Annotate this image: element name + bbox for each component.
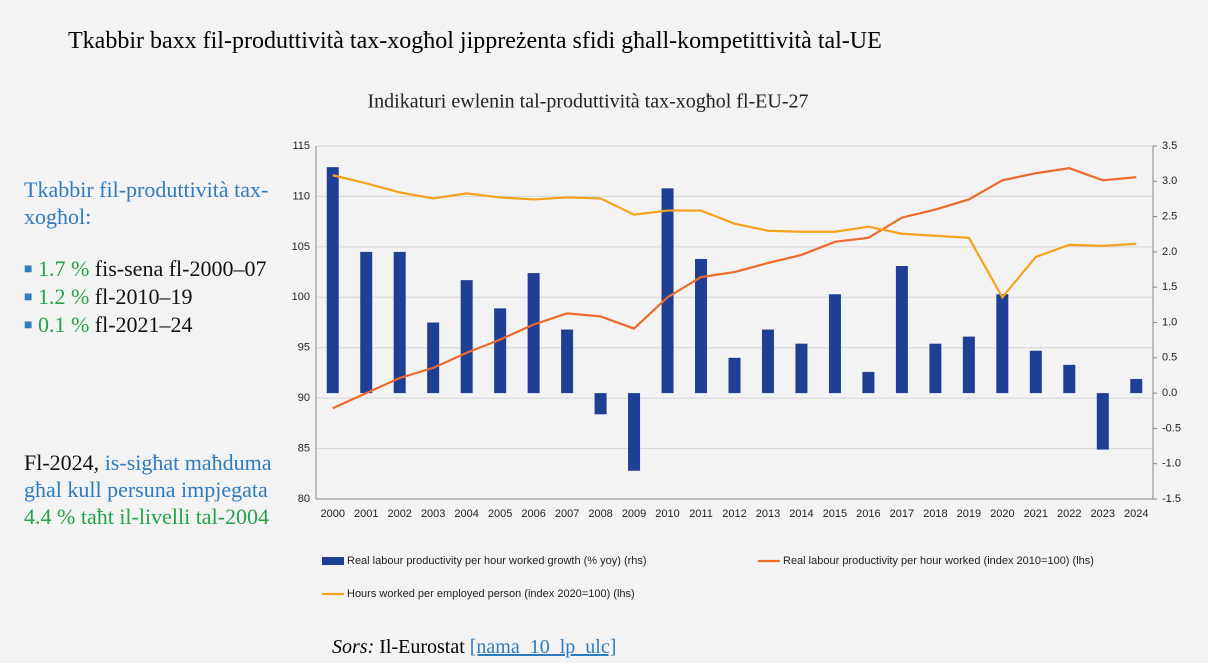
line: [332, 167, 1137, 410]
bar: [393, 251, 406, 394]
y-tick-label: 80: [298, 493, 310, 505]
bar: [527, 273, 540, 394]
bar: [795, 343, 808, 394]
x-tick-label: 2011: [689, 508, 713, 520]
y-tick-label: 105: [292, 241, 310, 253]
bullet-text: fl-2021–24: [94, 312, 193, 337]
y2-tick-label: 1.5: [1162, 281, 1177, 293]
bullet: ■ 1.2 % fl-2010–19: [24, 284, 193, 309]
bar: [326, 167, 339, 394]
bar: [895, 266, 908, 394]
bar: [561, 329, 574, 394]
x-tick-label: 2016: [856, 508, 880, 520]
y2-tick-label: -1.0: [1162, 458, 1181, 470]
x-tick-label: 2007: [555, 508, 579, 520]
bullet: ■ 1.7 % fis-sena fl-2000–07: [24, 256, 267, 281]
bullet: ■ 0.1 % fl-2021–24: [24, 312, 193, 337]
bullet-text: fl-2010–19: [94, 284, 193, 309]
x-tick-label: 2021: [1024, 508, 1048, 520]
legend-label: Real labour productivity per hour worked…: [783, 555, 1094, 567]
x-tick-label: 2014: [789, 508, 813, 520]
y2-tick-label: 2.5: [1162, 211, 1177, 223]
chart-title: Indikaturi ewlenin tal-produttività tax-…: [368, 91, 809, 113]
bullet-value: 0.1 %: [37, 312, 90, 337]
side-heading: Tkabbir fil-produttività tax-xogħol:: [24, 177, 269, 229]
legend-label: Hours worked per employed person (index …: [347, 588, 635, 600]
bar: [594, 393, 607, 415]
source-link[interactable]: [nama_10_lp_ulc]: [469, 636, 617, 658]
x-tick-label: 2024: [1124, 508, 1148, 520]
y2-tick-label: 3.5: [1162, 140, 1177, 152]
bar: [929, 343, 942, 394]
line: [332, 174, 1137, 300]
x-tick-label: 2015: [823, 508, 847, 520]
x-tick-label: 2022: [1057, 508, 1081, 520]
y2-tick-label: 0.0: [1162, 387, 1177, 399]
y2-tick-label: -0.5: [1162, 422, 1181, 434]
bar: [695, 258, 708, 394]
x-tick-label: 2000: [320, 508, 344, 520]
y-tick-label: 100: [292, 291, 310, 303]
bar: [1130, 378, 1143, 394]
x-tick-label: 2010: [655, 508, 679, 520]
x-tick-label: 2009: [622, 508, 646, 520]
x-tick-label: 2020: [990, 508, 1014, 520]
bar: [360, 251, 373, 394]
bullet-text: fis-sena fl-2000–07: [94, 256, 267, 281]
x-tick-label: 2005: [488, 508, 512, 520]
source: Sors: Il-Eurostat [nama_10_lp_ulc]: [332, 636, 616, 659]
x-tick-label: 2019: [957, 508, 981, 520]
note-lead: Fl-2024,: [24, 450, 100, 475]
bullet-value: 1.7 %: [37, 256, 90, 281]
bar: [494, 308, 507, 394]
note-blue: is-sigħat maħduma għal kull persuna impj…: [24, 450, 272, 502]
y-tick-label: 115: [292, 140, 310, 152]
slide-title: Tkabbir baxx fil-produttività tax-xogħol…: [68, 28, 882, 54]
x-tick-label: 2006: [521, 508, 545, 520]
x-tick-label: 2001: [354, 508, 378, 520]
note-green: 4.4 % taħt il-livelli tal-2004: [24, 504, 270, 529]
x-tick-label: 2004: [454, 508, 478, 520]
bar: [761, 329, 774, 394]
x-tick-label: 2012: [722, 508, 746, 520]
y-tick-label: 110: [292, 190, 310, 202]
bar: [460, 280, 473, 394]
y2-tick-label: 3.0: [1162, 175, 1177, 187]
bar: [962, 336, 975, 394]
legend-label: Real labour productivity per hour worked…: [347, 555, 647, 567]
bar: [828, 294, 841, 394]
y-tick-label: 85: [298, 442, 310, 454]
y-tick-label: 90: [298, 392, 310, 404]
bar: [862, 371, 875, 394]
y2-tick-label: -1.5: [1162, 493, 1181, 505]
x-tick-label: 2017: [890, 508, 914, 520]
x-tick-label: 2008: [588, 508, 612, 520]
bar: [1096, 393, 1109, 450]
bar: [628, 393, 641, 471]
source-label: Sors:: [332, 636, 375, 658]
y2-tick-label: 1.0: [1162, 316, 1177, 328]
bar: [1029, 350, 1042, 394]
x-tick-label: 2018: [923, 508, 947, 520]
bar: [661, 188, 674, 394]
bar: [1063, 364, 1076, 394]
x-tick-label: 2002: [387, 508, 411, 520]
bar: [996, 294, 1009, 394]
legend-swatch: [322, 557, 344, 565]
y2-tick-label: 2.0: [1162, 246, 1177, 258]
side-panel: Tkabbir fil-produttività tax-xogħol: ■ 1…: [24, 176, 284, 339]
bar: [728, 357, 741, 394]
side-note: Fl-2024, is-sigħat maħduma għal kull per…: [24, 449, 274, 530]
y-tick-label: 95: [298, 342, 310, 354]
y2-tick-label: 0.5: [1162, 352, 1177, 364]
source-text: Il-Eurostat: [379, 636, 465, 658]
bar: [427, 322, 440, 394]
x-tick-label: 2003: [421, 508, 445, 520]
x-tick-label: 2023: [1091, 508, 1115, 520]
x-tick-label: 2013: [756, 508, 780, 520]
bullet-value: 1.2 %: [37, 284, 90, 309]
